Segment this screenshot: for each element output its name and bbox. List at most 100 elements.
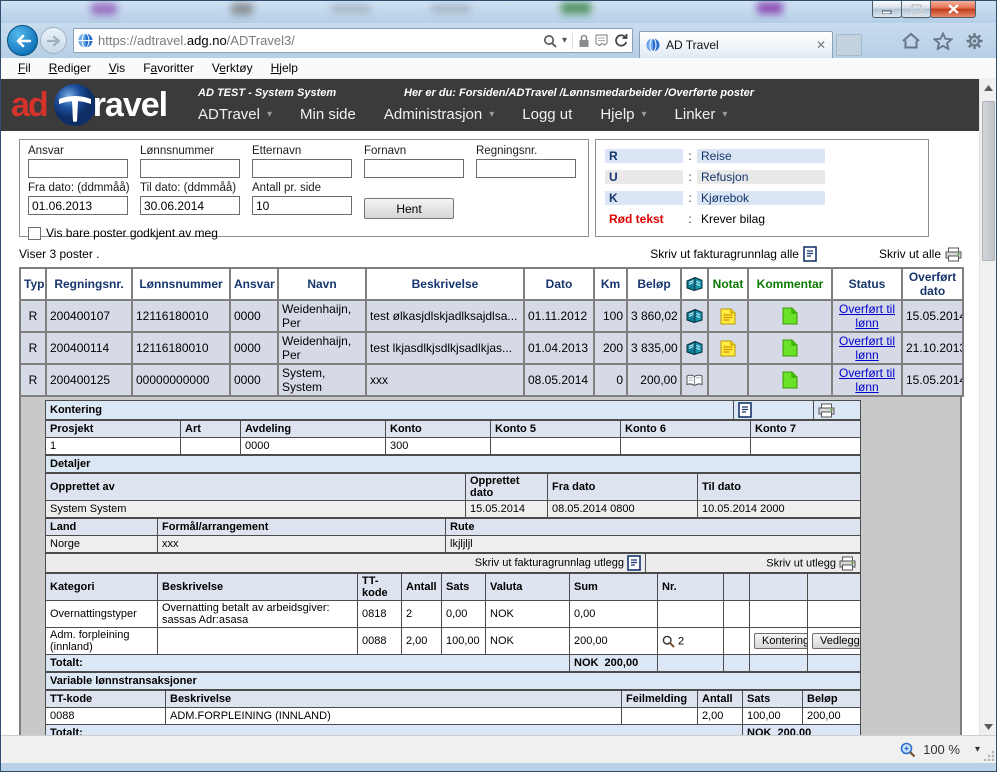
settings-gear-icon[interactable] bbox=[965, 32, 984, 50]
doc-icon[interactable] bbox=[782, 307, 798, 325]
minimize-button[interactable] bbox=[872, 1, 902, 18]
note-icon[interactable] bbox=[720, 308, 736, 325]
type-cell: R bbox=[19, 331, 47, 365]
belop-icon-cell[interactable] bbox=[680, 331, 709, 365]
antall-cell: 2,00 bbox=[401, 627, 442, 655]
menu-vis[interactable]: Vis bbox=[108, 61, 126, 75]
back-button[interactable] bbox=[7, 25, 38, 56]
forward-button[interactable] bbox=[40, 27, 67, 54]
home-icon[interactable] bbox=[901, 32, 921, 50]
book-open-icon[interactable] bbox=[685, 373, 704, 388]
trip-header: Formål/arrangement bbox=[157, 518, 446, 536]
print-invoice-all-link[interactable]: Skriv ut fakturagrunnlag alle bbox=[650, 246, 817, 262]
lønnsnummer-input[interactable] bbox=[140, 159, 240, 178]
status-cell[interactable]: Overført til lønn bbox=[831, 331, 903, 365]
kommentar-cell[interactable] bbox=[747, 363, 833, 397]
trip-value: lkjljljl bbox=[445, 535, 861, 553]
book-closed-icon[interactable] bbox=[685, 340, 704, 356]
status-cell[interactable]: Overført til lønn bbox=[831, 299, 903, 333]
refresh-icon[interactable] bbox=[613, 33, 628, 48]
print-invoice-utlegg-link[interactable]: Skriv ut fakturagrunnlag utlegg bbox=[45, 553, 646, 573]
menu-favoritter[interactable]: Favoritter bbox=[143, 61, 194, 75]
nav-hjelp[interactable]: Hjelp ▾ bbox=[600, 106, 647, 123]
chevron-down-icon: ▾ bbox=[489, 109, 495, 120]
nav-logg-ut[interactable]: Logg ut bbox=[522, 106, 573, 123]
ansvar-input[interactable] bbox=[28, 159, 128, 178]
nav-administrasjon[interactable]: Administrasjon ▾ bbox=[383, 106, 495, 123]
status-link[interactable]: Overført til lønn bbox=[839, 302, 895, 330]
kontering-button-cell bbox=[749, 600, 808, 628]
scroll-up-arrow[interactable] bbox=[980, 79, 996, 96]
km-cell: 100 bbox=[593, 299, 628, 333]
invoice-doc-icon[interactable] bbox=[803, 246, 817, 262]
doc-icon[interactable] bbox=[782, 339, 798, 357]
antall-pr-side-input[interactable] bbox=[252, 196, 352, 215]
detaljer-value: 10.05.2014 2000 bbox=[697, 500, 861, 518]
belop-icon-cell[interactable] bbox=[680, 299, 709, 333]
status-bar: 100 % ▾ bbox=[1, 735, 996, 763]
kontering-print-invoice-cell[interactable] bbox=[733, 400, 814, 420]
filter-box: Ansvar Lønnsnummer Etternavn Fornavn Regning… bbox=[19, 139, 589, 240]
scroll-down-arrow[interactable] bbox=[980, 718, 996, 735]
close-button[interactable] bbox=[930, 1, 976, 18]
lock-icon bbox=[578, 34, 590, 48]
fra-dato-ddmmåå--input[interactable] bbox=[28, 196, 128, 215]
status-link[interactable]: Overført til lønn bbox=[839, 366, 895, 394]
kommentar-cell[interactable] bbox=[747, 299, 833, 333]
kommentar-cell[interactable] bbox=[747, 331, 833, 365]
nav-adtravel[interactable]: ADTravel ▾ bbox=[198, 106, 272, 123]
expense-total-value: NOK 200,00 bbox=[569, 654, 658, 672]
fornavn-input[interactable] bbox=[364, 159, 464, 178]
printer-icon[interactable] bbox=[818, 403, 835, 418]
etternavn-input[interactable] bbox=[252, 159, 352, 178]
status-link[interactable]: Overført til lønn bbox=[839, 334, 895, 362]
navn-cell: Weidenhaijn, Per bbox=[277, 299, 367, 333]
status-cell[interactable]: Overført til lønn bbox=[831, 363, 903, 397]
tab-ad-travel[interactable]: AD Travel ✕ bbox=[639, 31, 833, 58]
resize-grip[interactable] bbox=[982, 749, 994, 761]
trip-value: Norge bbox=[45, 535, 158, 553]
nav-linker[interactable]: Linker ▾ bbox=[674, 106, 728, 123]
km-cell: 0 bbox=[593, 363, 628, 397]
doc-icon[interactable] bbox=[782, 371, 798, 389]
address-bar[interactable]: https://adtravel.adg.no/ADTravel3/ ▾ bbox=[73, 28, 633, 53]
menu-verktøy[interactable]: Verktøy bbox=[211, 61, 253, 75]
maximize-button[interactable] bbox=[901, 1, 931, 18]
favorites-star-icon[interactable] bbox=[933, 31, 953, 50]
nav-min-side[interactable]: Min side bbox=[300, 106, 356, 123]
menu-rediger[interactable]: Rediger bbox=[48, 61, 91, 75]
tab-close-icon[interactable]: ✕ bbox=[815, 38, 826, 52]
search-icon[interactable] bbox=[543, 34, 557, 48]
hent-button[interactable]: Hent bbox=[364, 198, 454, 219]
vertical-scrollbar[interactable] bbox=[979, 79, 996, 735]
godkjent-checkbox[interactable] bbox=[28, 226, 41, 240]
regningsnr-cell: 200400114 bbox=[45, 331, 133, 365]
notat-cell[interactable] bbox=[707, 331, 749, 365]
zoom-dropdown-icon[interactable]: ▾ bbox=[974, 744, 980, 755]
menu-hjelp[interactable]: Hjelp bbox=[270, 61, 298, 75]
kontering-button[interactable]: Kontering bbox=[754, 633, 807, 649]
print-all-link[interactable]: Skriv ut alle bbox=[879, 247, 962, 262]
expense-header: Sats bbox=[441, 573, 486, 601]
magnifier-icon[interactable] bbox=[662, 635, 675, 648]
printer-icon[interactable] bbox=[839, 556, 856, 571]
url-text[interactable]: https://adtravel.adg.no/ADTravel3/ bbox=[98, 33, 295, 48]
printer-icon[interactable] bbox=[945, 247, 962, 262]
book-closed-icon[interactable] bbox=[685, 308, 704, 324]
vedlegg-button[interactable]: Vedlegg bbox=[812, 633, 860, 649]
kontering-print-cell[interactable] bbox=[813, 400, 861, 420]
menu-fil[interactable]: Fil bbox=[18, 61, 31, 75]
scrollbar-thumb[interactable] bbox=[982, 101, 995, 261]
note-icon[interactable] bbox=[720, 340, 736, 357]
belop-icon-cell[interactable] bbox=[680, 363, 709, 397]
new-tab-button[interactable] bbox=[836, 34, 862, 56]
notat-cell[interactable] bbox=[707, 299, 749, 333]
doc-print-icon[interactable] bbox=[627, 555, 641, 571]
search-dropdown-icon[interactable]: ▾ bbox=[561, 35, 567, 46]
print-utlegg-link[interactable]: Skriv ut utlegg bbox=[645, 553, 861, 573]
regningsnr--input[interactable] bbox=[476, 159, 576, 178]
til-dato-ddmmåå--input[interactable] bbox=[140, 196, 240, 215]
compatibility-view-icon[interactable] bbox=[595, 34, 608, 48]
nr-cell[interactable]: 2 bbox=[657, 627, 724, 655]
doc-print-icon[interactable] bbox=[738, 402, 752, 418]
